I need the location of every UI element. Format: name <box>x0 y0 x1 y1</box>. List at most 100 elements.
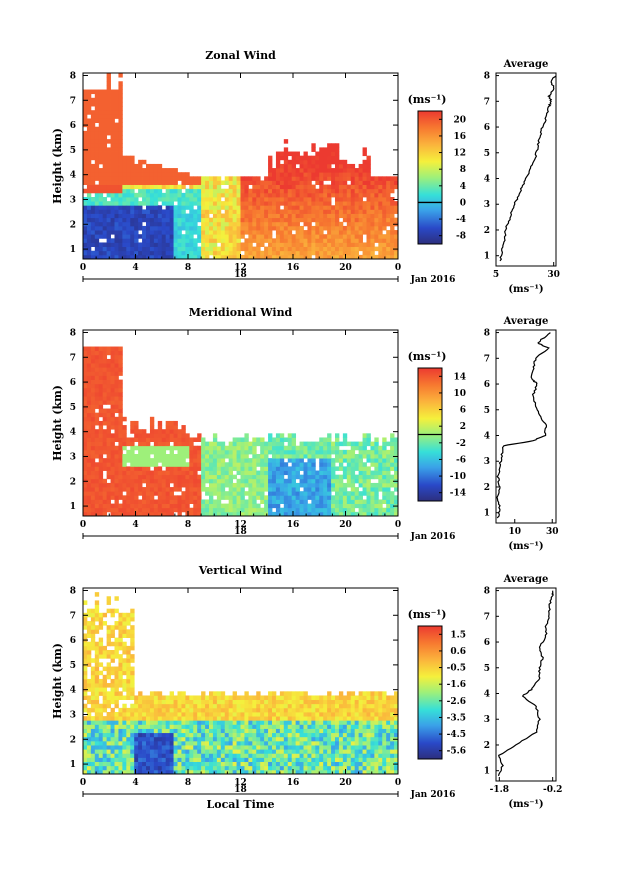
heatmap-cell <box>110 462 115 467</box>
heatmap-cell <box>83 433 88 438</box>
heatmap-cell <box>98 135 104 140</box>
heatmap-cell <box>209 736 214 742</box>
heatmap-cell <box>378 234 383 239</box>
heatmap-cell <box>378 238 383 243</box>
heatmap-cell <box>94 110 100 115</box>
heatmap-cell <box>114 425 119 430</box>
heatmap-cell <box>232 466 237 471</box>
heatmap-cell <box>228 765 234 771</box>
heatmap-cell <box>153 695 159 700</box>
heatmap-cell <box>299 209 304 214</box>
heatmap-cell <box>98 346 104 352</box>
heatmap-cell <box>122 645 127 651</box>
heatmap-cell <box>295 209 300 214</box>
heatmap-cell <box>346 466 352 471</box>
heatmap-cell <box>114 396 119 401</box>
heatmap-cell <box>94 101 100 107</box>
heatmap-cell <box>319 462 324 467</box>
heatmap-cell <box>94 724 100 729</box>
heatmap-cell <box>134 740 139 746</box>
heatmap-cell <box>335 254 340 260</box>
heatmap-cell <box>185 703 190 709</box>
heatmap-cell <box>118 180 123 185</box>
heatmap-cell <box>138 458 143 463</box>
heatmap-cell <box>268 230 273 235</box>
heatmap-cell <box>268 176 273 181</box>
heatmap-cell <box>165 437 171 442</box>
heatmap-cell <box>189 230 194 235</box>
heatmap-cell <box>146 454 151 459</box>
heatmap-cell <box>90 201 96 206</box>
y-tick-label: 4 <box>70 428 76 438</box>
heatmap-cell <box>248 728 253 734</box>
heatmap-cell <box>335 168 340 173</box>
heatmap-cell <box>260 482 265 488</box>
heatmap-cell <box>283 234 289 239</box>
heatmap-cell <box>260 732 265 738</box>
heatmap-cell <box>216 238 222 243</box>
heatmap-cell <box>260 720 265 725</box>
heatmap-cell <box>126 454 131 459</box>
heatmap-cell <box>248 482 253 488</box>
heatmap-cell <box>291 449 297 455</box>
heatmap-cell <box>106 184 111 190</box>
heatmap-cell <box>94 462 100 467</box>
heatmap-cell <box>338 503 344 509</box>
heatmap-cell <box>102 724 108 729</box>
heatmap-cell <box>165 197 171 202</box>
heatmap-cell <box>209 462 214 467</box>
heatmap-cell <box>228 757 234 762</box>
heatmap-cell <box>165 441 171 447</box>
heatmap-cell <box>272 180 277 185</box>
heatmap-cell <box>335 197 340 202</box>
heatmap-cell <box>374 458 379 463</box>
heatmap-cell <box>86 765 92 771</box>
heatmap-cell <box>161 487 167 492</box>
heatmap-cell <box>181 699 186 705</box>
heatmap-cell <box>256 724 261 729</box>
heatmap-cell <box>358 184 363 190</box>
heatmap-cell <box>283 172 289 177</box>
heatmap-cell <box>102 720 108 725</box>
heatmap-cell <box>366 188 371 194</box>
heatmap-cell <box>157 712 163 717</box>
heatmap-cell <box>130 441 135 447</box>
heatmap-cell <box>279 197 285 202</box>
heatmap-cell <box>205 707 210 713</box>
heatmap-cell <box>279 769 285 775</box>
heatmap-cell <box>268 482 273 488</box>
heatmap-cell <box>173 192 178 198</box>
heatmap-cell <box>327 470 332 476</box>
heatmap-cell <box>232 209 237 214</box>
heatmap-cell <box>279 213 285 219</box>
heatmap-cell <box>134 433 139 438</box>
heatmap-cell <box>94 404 100 409</box>
heatmap-cell <box>220 449 226 455</box>
heatmap-cell <box>205 740 210 746</box>
heatmap-cell <box>299 217 304 223</box>
heatmap-cell <box>323 213 328 219</box>
heatmap-cell <box>98 230 104 235</box>
heatmap-cell <box>268 184 273 190</box>
heatmap-cell <box>283 437 289 442</box>
heatmap-cell <box>130 740 135 746</box>
heatmap-cell <box>209 724 214 729</box>
heatmap-cell <box>173 180 178 185</box>
heatmap-cell <box>122 478 127 484</box>
heatmap-cell <box>323 454 328 459</box>
heatmap-cell <box>106 470 111 476</box>
heatmap-cell <box>94 678 100 684</box>
heatmap-cell <box>126 184 131 190</box>
heatmap-cell <box>197 499 202 504</box>
heatmap-cell <box>122 416 127 422</box>
heatmap-cell <box>118 433 123 438</box>
heatmap-cell <box>209 716 214 721</box>
heatmap-cell <box>272 238 277 243</box>
heatmap-cell <box>134 720 139 725</box>
heatmap-cell <box>319 495 324 500</box>
heatmap-cell <box>256 238 261 243</box>
heatmap-cell <box>173 736 178 742</box>
heatmap-cell <box>165 740 171 746</box>
heatmap-cell <box>126 761 131 767</box>
heatmap-cell <box>114 470 119 476</box>
